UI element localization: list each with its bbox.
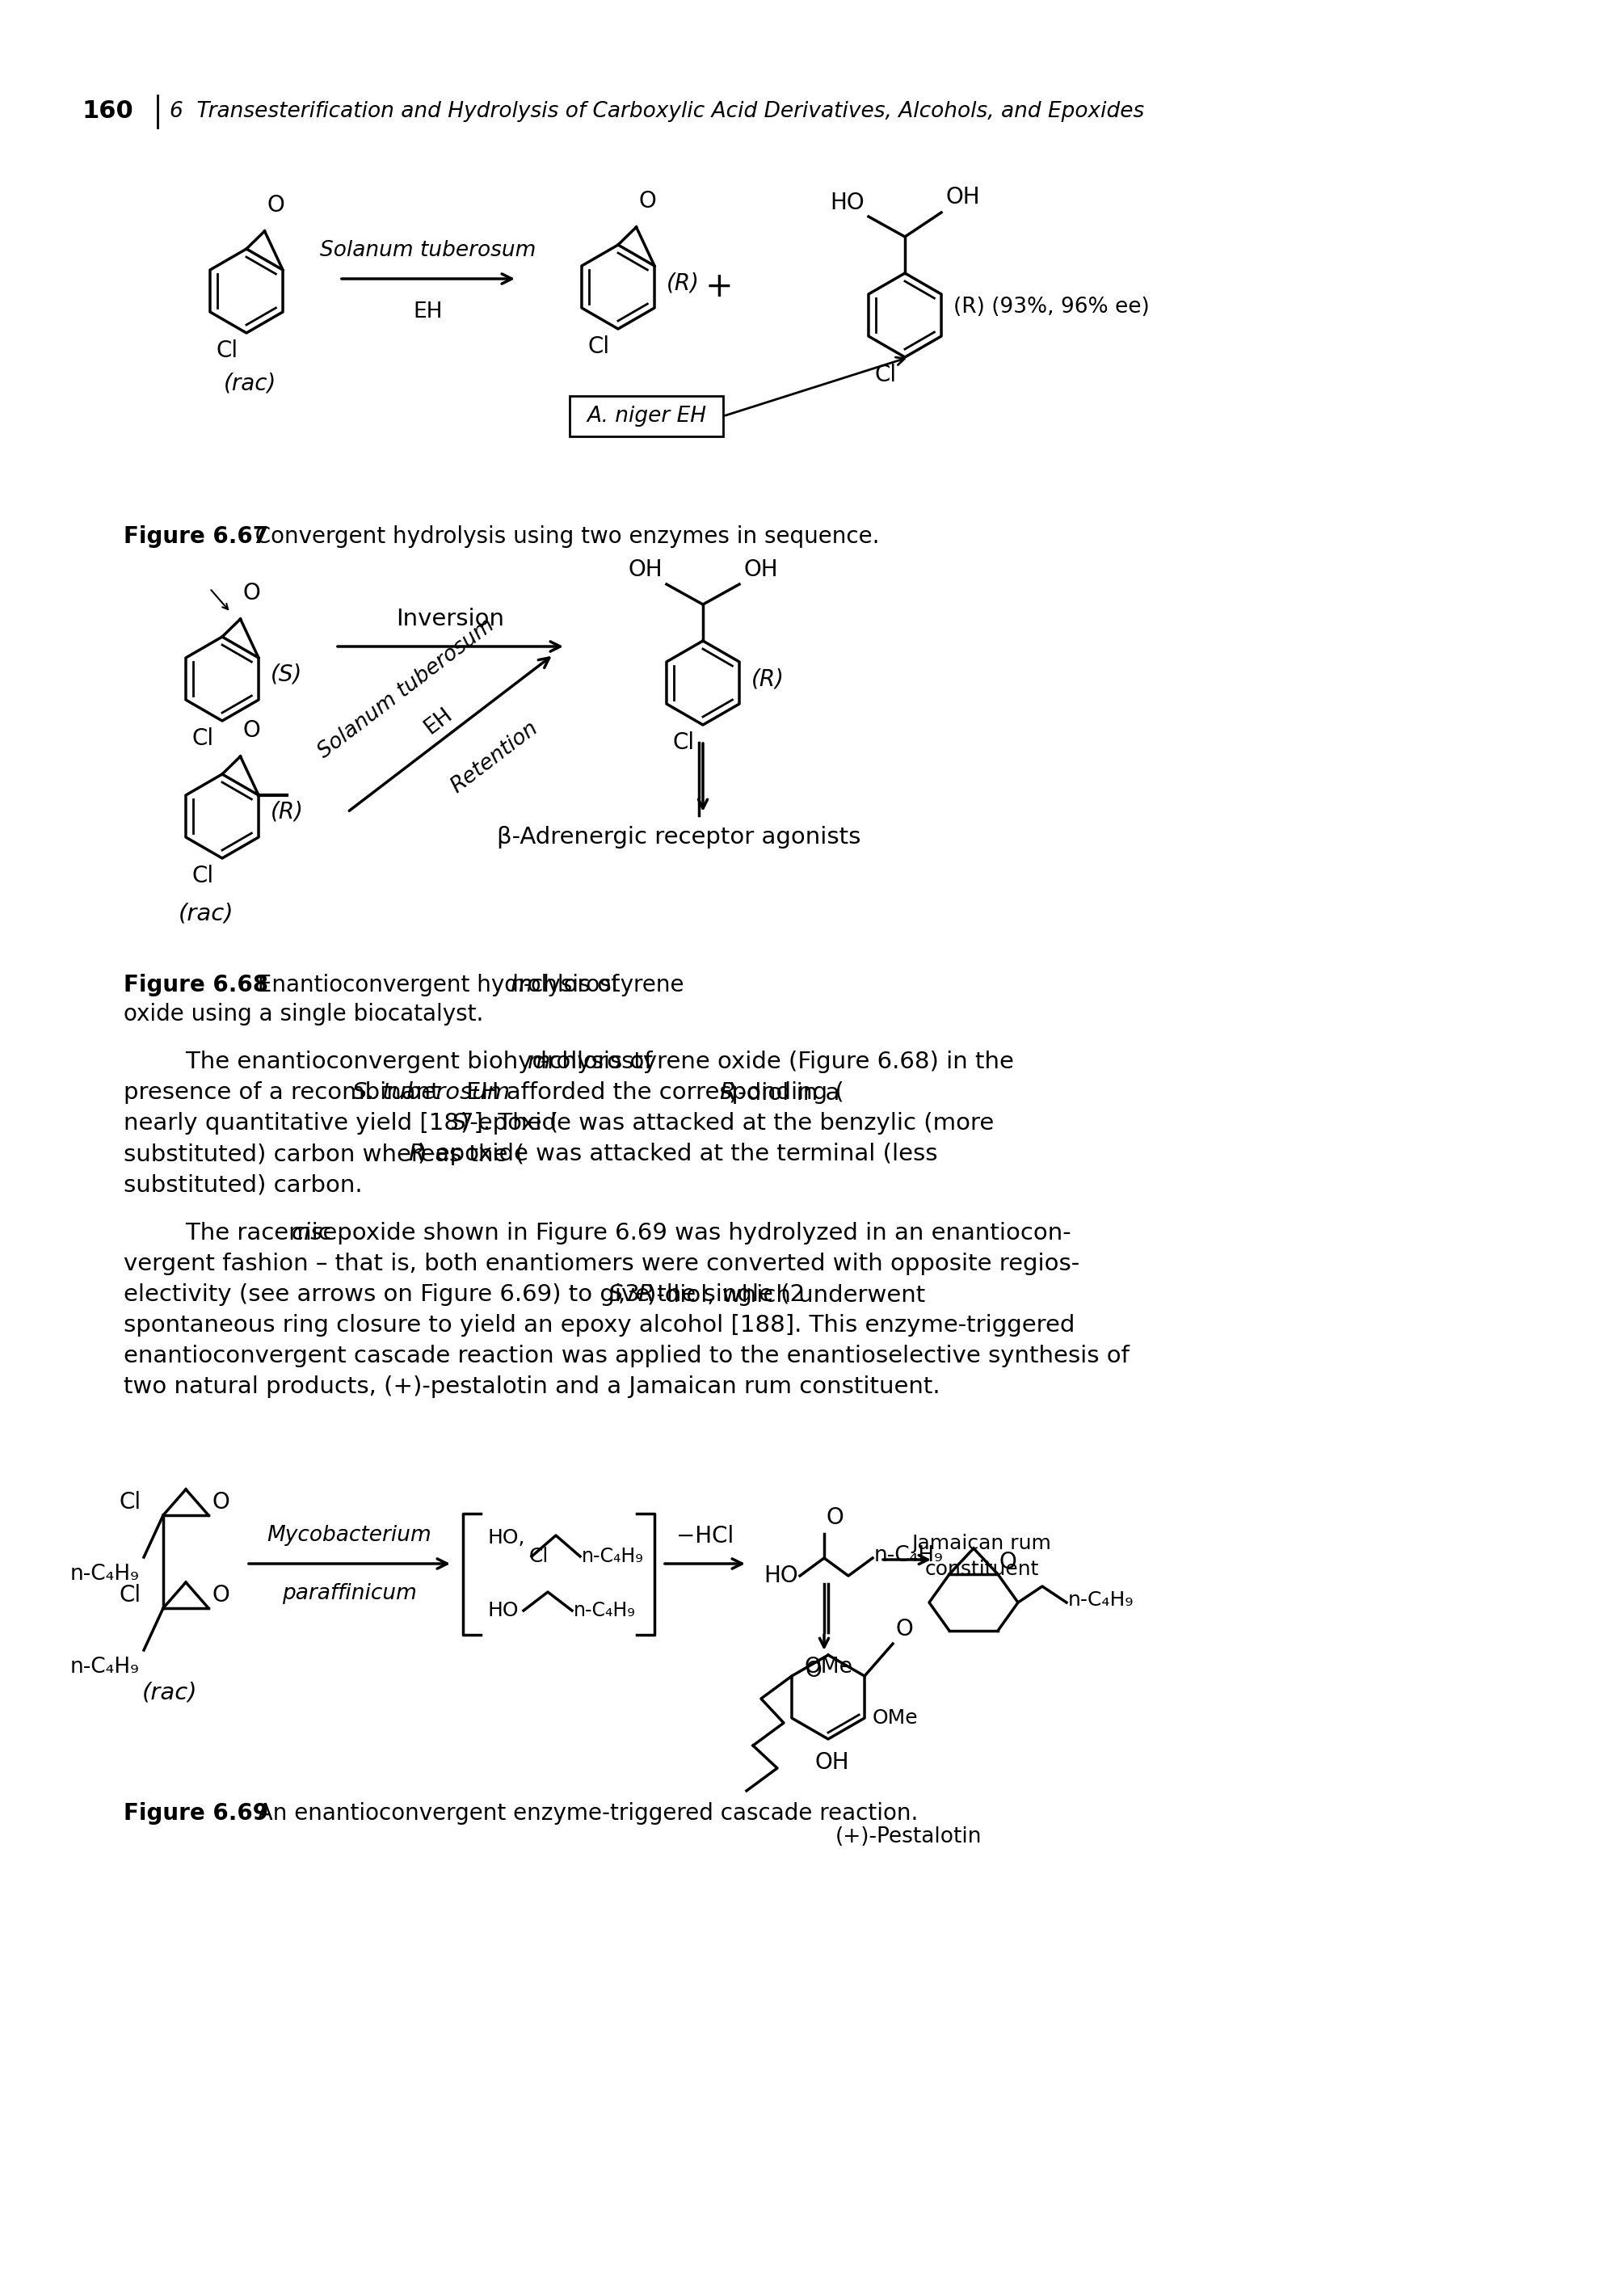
Text: m: m [510,974,531,997]
Text: OH: OH [945,186,979,208]
Text: (R): (R) [271,802,304,822]
Text: cis: cis [292,1221,323,1244]
Text: EH: EH [414,302,443,323]
Text: spontaneous ring closure to yield an epoxy alcohol [188]. This enzyme-triggered: spontaneous ring closure to yield an epo… [123,1315,1075,1336]
Text: Cl: Cl [875,364,896,387]
Text: HO: HO [763,1565,797,1588]
Text: n-C₄H₉: n-C₄H₉ [70,1656,140,1677]
Text: R: R [638,1283,654,1306]
Text: OH: OH [744,559,778,582]
Text: Figure 6.68: Figure 6.68 [123,974,268,997]
Text: O: O [244,719,260,742]
Text: HO: HO [487,1601,518,1620]
Text: Solanum tuberosum: Solanum tuberosum [320,241,536,261]
Text: (rac): (rac) [141,1682,198,1705]
Text: -chlorostyrene oxide (Figure 6.68) in the: -chlorostyrene oxide (Figure 6.68) in th… [541,1052,1013,1072]
Text: -epoxide shown in Figure 6.69 was hydrolyzed in an enantiocon-: -epoxide shown in Figure 6.69 was hydrol… [315,1221,1072,1244]
Text: (+)-Pestalotin: (+)-Pestalotin [836,1826,983,1847]
Text: Cl: Cl [120,1583,141,1606]
Text: electivity (see arrows on Figure 6.69) to give the single (2: electivity (see arrows on Figure 6.69) t… [123,1283,806,1306]
Text: OH: OH [628,559,663,582]
Text: (rac): (rac) [224,371,276,394]
Text: presence of a recombinant: presence of a recombinant [123,1081,448,1104]
Text: (R): (R) [666,273,700,293]
Text: Cl: Cl [120,1491,141,1514]
Text: Figure 6.69: Figure 6.69 [123,1803,268,1824]
Text: Cl: Cl [672,731,695,754]
Text: 6  Transesterification and Hydrolysis of Carboxylic Acid Derivatives, Alcohols, : 6 Transesterification and Hydrolysis of … [169,101,1145,121]
Text: β-Adrenergic receptor agonists: β-Adrenergic receptor agonists [497,825,861,848]
Text: EH: EH [421,703,456,738]
Text: substituted) carbon whereas the (: substituted) carbon whereas the ( [123,1143,525,1166]
Text: S. tuberosum: S. tuberosum [352,1081,510,1104]
Text: Enantioconvergent hydrolysis of: Enantioconvergent hydrolysis of [244,974,627,997]
Text: )-diol, which underwent: )-diol, which underwent [648,1283,926,1306]
Text: Retention: Retention [447,717,542,797]
Text: )-diol in a: )-diol in a [729,1081,840,1104]
Text: Cl: Cl [192,726,214,749]
Text: (R) (93%, 96% ee): (R) (93%, 96% ee) [953,296,1150,318]
Text: HO: HO [830,192,864,213]
Text: Cl: Cl [529,1546,549,1567]
Text: R: R [719,1081,736,1104]
Text: -chlorostyrene: -chlorostyrene [523,974,685,997]
Text: O: O [244,582,260,605]
Text: O: O [999,1551,1017,1574]
Text: O: O [806,1661,822,1682]
Text: O: O [211,1583,229,1606]
Text: Cl: Cl [192,864,214,887]
Text: The racemic: The racemic [156,1221,338,1244]
Text: A. niger EH: A. niger EH [586,406,706,426]
Text: O: O [638,190,656,213]
Text: enantioconvergent cascade reaction was applied to the enantioselective synthesis: enantioconvergent cascade reaction was a… [123,1345,1129,1368]
Text: Convergent hydrolysis using two enzymes in sequence.: Convergent hydrolysis using two enzymes … [240,525,880,548]
Text: O: O [266,195,284,218]
Text: (R): (R) [752,667,784,690]
Text: n-C₄H₉: n-C₄H₉ [70,1565,140,1585]
Text: m: m [528,1052,551,1072]
Bar [570,396,723,435]
Text: nearly quantitative yield [187]. The (: nearly quantitative yield [187]. The ( [123,1111,559,1134]
Text: n-C₄H₉: n-C₄H₉ [874,1544,944,1567]
Text: )-epoxide was attacked at the terminal (less: )-epoxide was attacked at the terminal (… [417,1143,937,1166]
Text: OMe: OMe [872,1709,919,1727]
Text: OH: OH [815,1750,849,1773]
Text: n-C₄H₉: n-C₄H₉ [581,1546,643,1567]
Text: Cl: Cl [216,339,239,362]
Text: O: O [211,1491,229,1514]
Text: S: S [451,1111,466,1134]
Text: Mycobacterium: Mycobacterium [266,1526,432,1546]
Text: Jamaican rum
constituent: Jamaican rum constituent [911,1533,1051,1578]
Text: OMe: OMe [804,1656,853,1677]
Text: S: S [609,1283,624,1306]
Text: O: O [827,1505,844,1528]
Text: +: + [705,270,732,305]
Text: Figure 6.67: Figure 6.67 [123,525,268,548]
Text: HO,: HO, [487,1528,525,1546]
Text: Cl: Cl [588,334,611,357]
Text: Solanum tuberosum: Solanum tuberosum [313,614,499,763]
Text: oxide using a single biocatalyst.: oxide using a single biocatalyst. [123,1003,484,1026]
Text: EH afforded the corresponding (: EH afforded the corresponding ( [460,1081,844,1104]
Text: The enantioconvergent biohydrolysis of: The enantioconvergent biohydrolysis of [156,1052,659,1072]
Text: 160: 160 [81,101,133,124]
Text: R: R [408,1143,424,1166]
Text: (rac): (rac) [179,903,234,926]
Text: n-C₄H₉: n-C₄H₉ [573,1601,635,1620]
Text: ,3: ,3 [619,1283,640,1306]
Text: (S): (S) [271,664,302,685]
Text: paraffinicum: paraffinicum [283,1583,417,1604]
Text: −HCl: −HCl [676,1526,734,1546]
Text: )-epoxide was attacked at the benzylic (more: )-epoxide was attacked at the benzylic (… [461,1111,994,1134]
Text: An enantioconvergent enzyme-triggered cascade reaction.: An enantioconvergent enzyme-triggered ca… [244,1803,918,1824]
Text: vergent fashion – that is, both enantiomers were converted with opposite regios-: vergent fashion – that is, both enantiom… [123,1253,1080,1276]
Text: substituted) carbon.: substituted) carbon. [123,1173,362,1196]
Text: O: O [895,1617,913,1640]
Text: two natural products, (+)-pestalotin and a Jamaican rum constituent.: two natural products, (+)-pestalotin and… [123,1375,940,1398]
Text: n-C₄H₉: n-C₄H₉ [1069,1590,1134,1611]
Text: Inversion: Inversion [396,607,505,630]
